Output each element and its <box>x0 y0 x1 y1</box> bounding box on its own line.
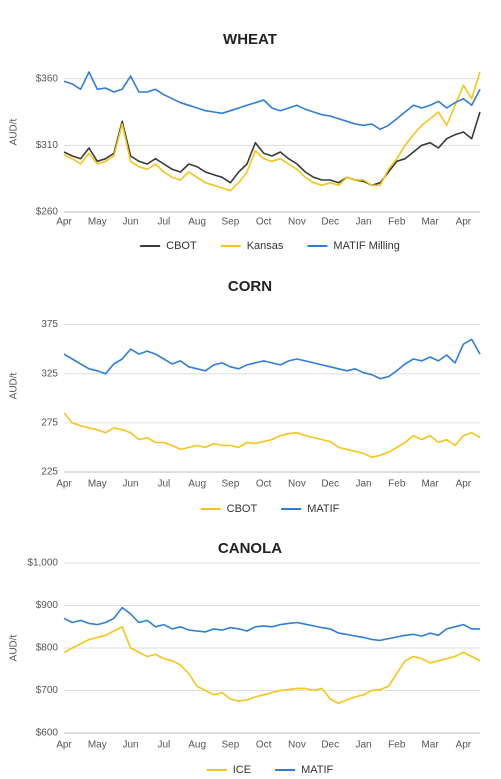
legend-label: MATIF <box>301 764 333 776</box>
y-tick-label: $900 <box>36 600 59 611</box>
legend-label: MATIF <box>307 503 339 515</box>
x-tick-label: May <box>88 740 107 751</box>
x-tick-label: Apr <box>56 740 72 751</box>
x-tick-label: Jul <box>157 740 170 751</box>
x-tick-label: Apr <box>56 479 72 490</box>
x-tick-label: Jun <box>122 740 138 751</box>
x-tick-label: Apr <box>456 479 472 490</box>
legend-label: ICE <box>233 764 251 776</box>
series-line <box>63 626 481 705</box>
x-tick-label: Mar <box>421 217 439 228</box>
x-tick-label: Oct <box>256 217 272 228</box>
x-tick-label: Sep <box>222 479 240 490</box>
x-tick-label: Nov <box>288 479 306 490</box>
y-axis-label: AUD/t <box>9 634 20 661</box>
x-tick-label: Dec <box>321 217 339 228</box>
x-tick-label: Jul <box>157 217 170 228</box>
legend-label: MATIF Milling <box>333 240 399 252</box>
x-tick-label: Mar <box>421 479 439 490</box>
x-tick-label: Feb <box>388 479 406 490</box>
x-tick-label: Sep <box>222 740 240 751</box>
series-line <box>63 606 480 642</box>
x-tick-label: Aug <box>188 740 206 751</box>
y-tick-label: $360 <box>36 73 59 84</box>
y-tick-label: $800 <box>36 643 59 654</box>
x-tick-label: May <box>88 217 107 228</box>
x-tick-label: Jul <box>157 479 170 490</box>
x-tick-label: Aug <box>188 479 206 490</box>
y-tick-label: $260 <box>36 207 59 218</box>
chart-title: WHEAT <box>223 31 277 48</box>
x-tick-label: Apr <box>56 217 72 228</box>
series-line <box>63 71 481 192</box>
x-tick-label: May <box>88 479 107 490</box>
x-tick-label: Feb <box>388 217 406 228</box>
x-tick-label: Jan <box>355 217 371 228</box>
y-tick-label: 225 <box>41 467 58 478</box>
series-line <box>63 412 481 459</box>
x-tick-label: Jun <box>122 217 138 228</box>
chart-title: CORN <box>228 278 272 295</box>
x-tick-label: Feb <box>388 740 406 751</box>
series-line <box>63 111 481 187</box>
y-tick-label: $310 <box>36 140 59 151</box>
y-axis-label: AUD/t <box>9 372 20 399</box>
series-line <box>63 338 481 380</box>
y-tick-label: $700 <box>36 685 59 696</box>
x-tick-label: Aug <box>188 217 206 228</box>
x-tick-label: Nov <box>288 217 306 228</box>
legend-label: CBOT <box>227 503 258 515</box>
x-tick-label: Sep <box>222 217 240 228</box>
x-tick-label: Dec <box>321 740 339 751</box>
x-tick-label: Mar <box>421 740 439 751</box>
y-axis-label: AUD/t <box>9 118 20 145</box>
x-tick-label: Dec <box>321 479 339 490</box>
y-tick-label: $1,000 <box>27 558 58 569</box>
chart-title: CANOLA <box>218 540 282 557</box>
y-tick-label: $600 <box>36 728 59 739</box>
x-tick-label: Jun <box>122 479 138 490</box>
y-tick-label: 275 <box>41 417 58 428</box>
series-line <box>63 71 481 131</box>
y-tick-label: 325 <box>41 368 58 379</box>
x-tick-label: Apr <box>456 217 472 228</box>
x-tick-label: Oct <box>256 479 272 490</box>
x-tick-label: Jan <box>355 740 371 751</box>
x-tick-label: Oct <box>256 740 272 751</box>
legend-label: CBOT <box>166 240 197 252</box>
x-tick-label: Jan <box>355 479 371 490</box>
legend-label: Kansas <box>247 240 284 252</box>
y-tick-label: 375 <box>41 319 58 330</box>
x-tick-label: Apr <box>456 740 472 751</box>
x-tick-label: Nov <box>288 740 306 751</box>
